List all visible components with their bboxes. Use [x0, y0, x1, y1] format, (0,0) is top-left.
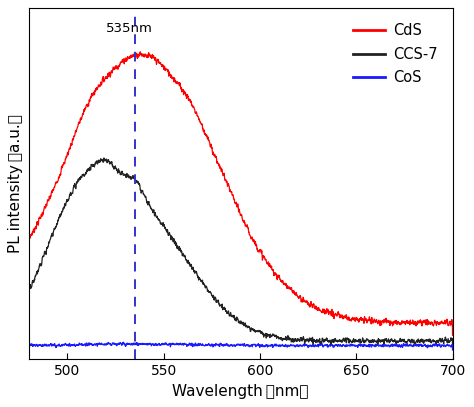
CoS	[120, 340, 126, 345]
CdS	[232, 200, 238, 205]
Y-axis label: PL intensity （a.u.）: PL intensity （a.u.）	[9, 114, 23, 253]
CdS	[221, 172, 227, 177]
CCS-7	[26, 310, 32, 315]
CCS-7	[232, 317, 238, 322]
CoS	[232, 344, 238, 349]
CCS-7	[438, 338, 443, 343]
CoS	[48, 341, 54, 346]
CoS	[438, 344, 443, 349]
CoS	[450, 348, 456, 352]
CCS-7	[48, 236, 54, 241]
CdS	[26, 276, 32, 280]
CdS	[48, 194, 54, 199]
CCS-7	[450, 343, 456, 348]
CoS	[26, 348, 32, 352]
CoS	[438, 344, 443, 349]
CdS	[438, 319, 443, 324]
CdS	[450, 333, 456, 338]
Line: CoS: CoS	[29, 342, 453, 350]
Line: CCS-7: CCS-7	[29, 158, 453, 345]
Line: CdS: CdS	[29, 52, 453, 335]
CoS	[221, 342, 227, 347]
Legend: CdS, CCS-7, CoS: CdS, CCS-7, CoS	[345, 15, 445, 93]
CdS	[137, 49, 143, 54]
CCS-7	[101, 155, 107, 160]
CCS-7	[360, 335, 365, 340]
CdS	[360, 317, 365, 322]
CdS	[438, 321, 443, 326]
CCS-7	[221, 306, 227, 311]
CoS	[360, 343, 365, 348]
CCS-7	[438, 336, 443, 341]
Text: 535nm: 535nm	[106, 22, 153, 35]
X-axis label: Wavelength （nm）: Wavelength （nm）	[173, 384, 309, 399]
